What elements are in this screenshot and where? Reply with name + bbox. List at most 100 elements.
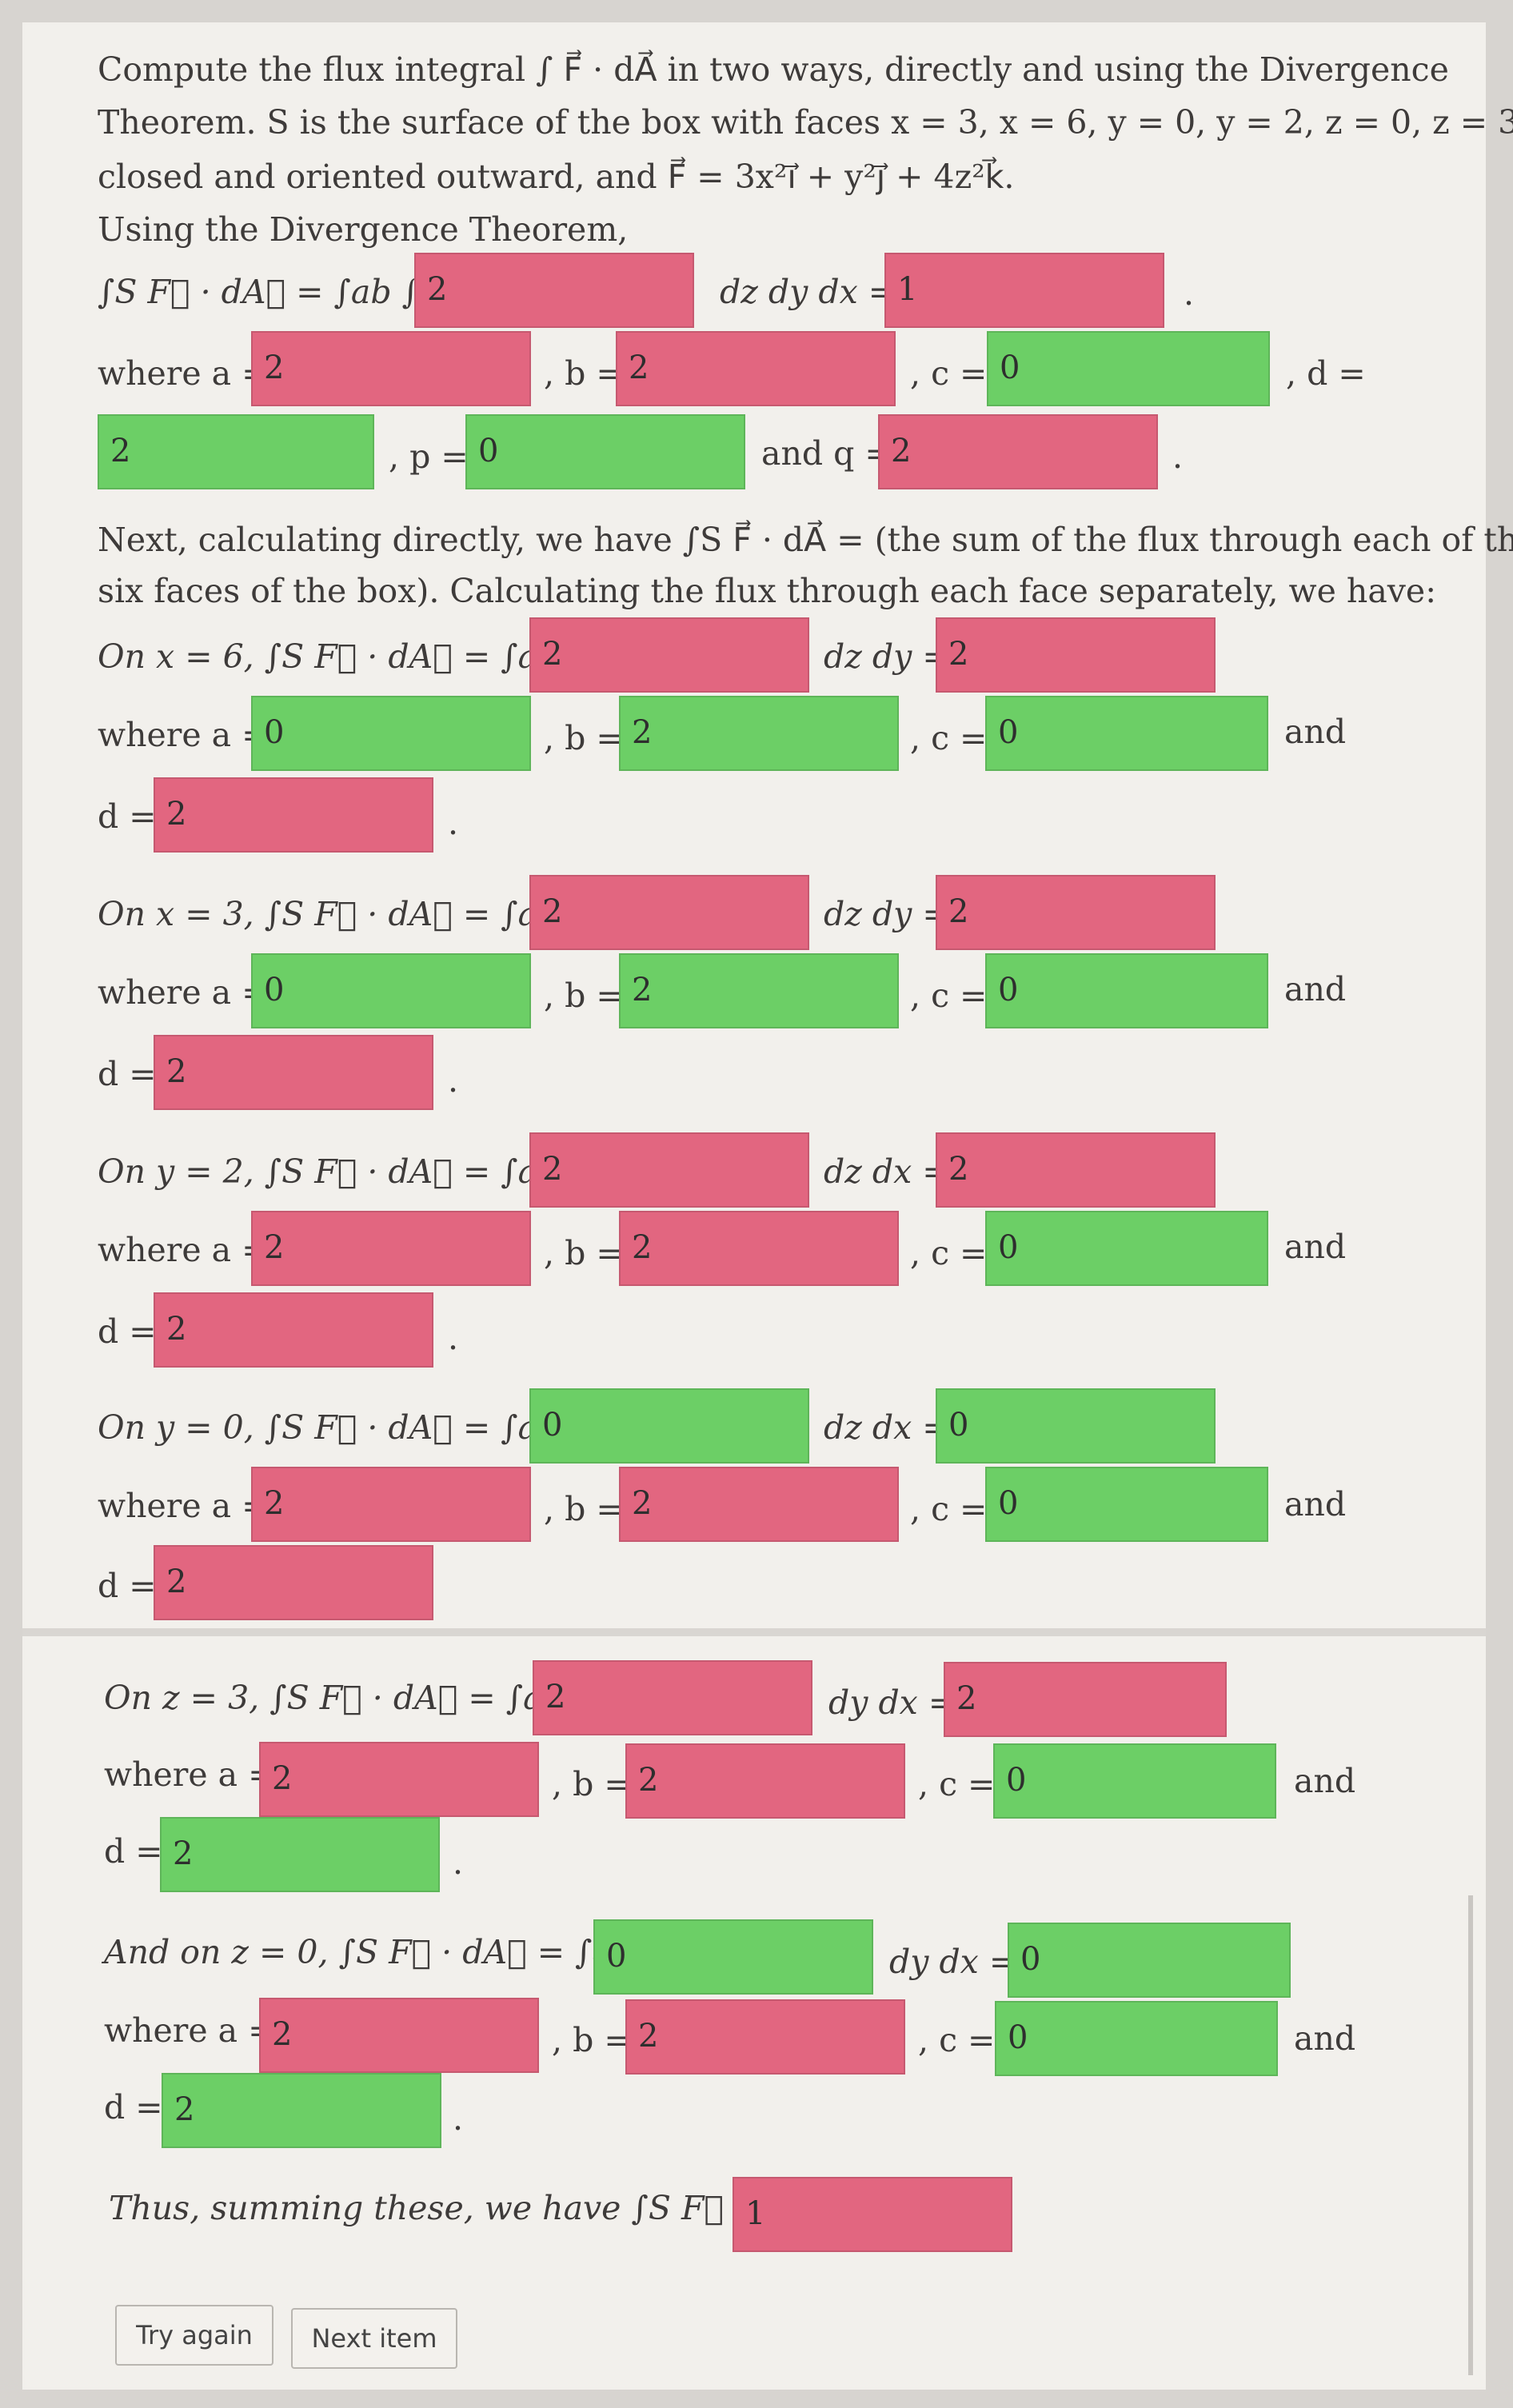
face-z3-a-input[interactable]: 2 [259, 1742, 539, 1817]
face-y2-d-label: d = [98, 1312, 157, 1351]
face-y0-where-a: where a = [98, 1487, 269, 1525]
face-y0-integrand-input[interactable]: 0 [529, 1388, 809, 1464]
div-d-label: , d = [1286, 354, 1366, 393]
div-c-label: , c = [910, 354, 988, 393]
face-y2-differential: dz dx = [824, 1152, 950, 1191]
div-p-input[interactable]: 0 [465, 414, 745, 489]
face-x6-d-label: d = [98, 797, 157, 836]
div-q-input[interactable]: 2 [878, 414, 1158, 489]
face-z0-result-input[interactable]: 0 [1008, 1923, 1291, 1998]
face-z0-a-input[interactable]: 2 [259, 1998, 539, 2073]
face-x3-differential: dz dy = [824, 895, 950, 933]
face-y0-c-input[interactable]: 0 [985, 1467, 1268, 1542]
face-x6-and: and [1284, 713, 1347, 751]
face-z0-d-input[interactable]: 2 [162, 2073, 441, 2148]
face-x3-integrand-input[interactable]: 2 [529, 875, 809, 950]
face-y2-a-input[interactable]: 2 [251, 1211, 531, 1286]
face-x6-result-input[interactable]: 2 [936, 617, 1216, 693]
face-x6-d-input[interactable]: 2 [154, 777, 433, 853]
face-z0-c-input[interactable]: 0 [995, 2001, 1278, 2076]
face-y0-a-input[interactable]: 2 [251, 1467, 531, 1542]
intro-line-1: Compute the flux integral ∫ F⃗ · dA⃗ in … [98, 50, 1449, 89]
face-z0-differential: dy dx = [889, 1943, 1017, 1981]
face-x3-and: and [1284, 970, 1347, 1008]
face-z3-d-input[interactable]: 2 [160, 1817, 440, 1892]
intro-line-2: Theorem. S is the surface of the box wit… [98, 103, 1513, 142]
face-y0-and: and [1284, 1485, 1347, 1523]
face-y0-d-input[interactable]: 2 [154, 1545, 433, 1620]
div-q-period: . [1172, 437, 1184, 476]
face-z0-integrand-input[interactable]: 0 [593, 1919, 873, 1995]
face-z0-where-a: where a = [104, 2011, 276, 2050]
face-x6-b-input[interactable]: 2 [619, 696, 899, 771]
face-x3-period: . [448, 1061, 459, 1100]
div-where-a: where a = [98, 354, 269, 393]
face-x3-d-input[interactable]: 2 [154, 1035, 433, 1110]
face-x6-c-input[interactable]: 0 [985, 696, 1268, 771]
face-y2-period: . [448, 1319, 459, 1357]
face-z0-and: and [1294, 2019, 1356, 2058]
div-p-label: , p = [389, 437, 469, 476]
face-x3-b-input[interactable]: 2 [619, 953, 899, 1028]
summary-text: Thus, summing these, we have ∫S F⃗ · dA⃗… [109, 2189, 857, 2227]
face-z3-d-label: d = [104, 1832, 163, 1871]
direct-line-2: six faces of the box). Calculating the f… [98, 572, 1437, 610]
face-z3-b-input[interactable]: 2 [625, 1743, 905, 1819]
face-z3-integrand-input[interactable]: 2 [533, 1660, 812, 1735]
div-differential: dz dy dx = [720, 273, 896, 311]
face-z3-period: . [453, 1843, 464, 1882]
face-y2-integrand-input[interactable]: 2 [529, 1132, 809, 1208]
face-y0-result-input[interactable]: 0 [936, 1388, 1216, 1464]
face-z3-and: and [1294, 1762, 1356, 1800]
div-c-input[interactable]: 0 [987, 331, 1270, 406]
face-y0-differential: dz dx = [824, 1408, 950, 1447]
div-b-input[interactable]: 2 [616, 331, 896, 406]
face-y2-d-input[interactable]: 2 [154, 1292, 433, 1368]
next-item-button[interactable]: Next item [291, 2308, 457, 2369]
face-z0-d-label: d = [104, 2088, 163, 2126]
face-x3-c-input[interactable]: 0 [985, 953, 1268, 1028]
face-x6-integrand-input[interactable]: 2 [529, 617, 809, 693]
div-result-input[interactable]: 1 [884, 253, 1164, 328]
face-x3-c-label: , c = [910, 976, 988, 1015]
face-y2-b-label: , b = [544, 1234, 624, 1272]
face-x6-b-label: , b = [544, 719, 624, 757]
face-x6-where-a: where a = [98, 716, 269, 754]
try-again-button[interactable]: Try again [115, 2305, 273, 2366]
div-b-label: , b = [544, 354, 624, 393]
face-x6-period: . [448, 804, 459, 842]
scrollbar[interactable] [1468, 1895, 1473, 2375]
face-x3-d-label: d = [98, 1055, 157, 1093]
face-z3-b-label: , b = [552, 1765, 632, 1803]
face-z3-c-input[interactable]: 0 [993, 1743, 1276, 1819]
face-y0-b-input[interactable]: 2 [619, 1467, 899, 1542]
face-y0-d-label: d = [98, 1567, 157, 1605]
face-x6-differential: dz dy = [824, 637, 950, 676]
face-z0-c-label: , c = [918, 2021, 996, 2059]
face-y2-result-input[interactable]: 2 [936, 1132, 1216, 1208]
face-y0-b-label: , b = [544, 1490, 624, 1528]
direct-line-1: Next, calculating directly, we have ∫S F… [98, 521, 1513, 559]
face-y2-c-input[interactable]: 0 [985, 1211, 1268, 1286]
face-y2-b-input[interactable]: 2 [619, 1211, 899, 1286]
intro-line-4: Using the Divergence Theorem, [98, 210, 629, 249]
div-q-label: and q = [761, 434, 892, 473]
face-x6-a-input[interactable]: 0 [251, 696, 531, 771]
face-x3-b-label: , b = [544, 976, 624, 1015]
div-integrand-input[interactable]: 2 [414, 253, 694, 328]
face-x3-result-input[interactable]: 2 [936, 875, 1216, 950]
summary-result-input[interactable]: 1 [733, 2177, 1012, 2252]
face-z3-result-input[interactable]: 2 [944, 1662, 1227, 1737]
face-z0-b-label: , b = [552, 2021, 632, 2059]
div-period: . [1184, 274, 1195, 313]
face-x6-c-label: , c = [910, 719, 988, 757]
face-x3-where-a: where a = [98, 973, 269, 1012]
div-d-input[interactable]: 2 [98, 414, 374, 489]
face-z0-b-input[interactable]: 2 [625, 1999, 905, 2075]
div-a-input[interactable]: 2 [251, 331, 531, 406]
face-z0-period: . [453, 2099, 464, 2138]
face-z3-differential: dy dx = [828, 1683, 956, 1722]
face-z3-c-label: , c = [918, 1765, 996, 1803]
screenshot-seam [22, 1628, 1486, 1636]
face-x3-a-input[interactable]: 0 [251, 953, 531, 1028]
